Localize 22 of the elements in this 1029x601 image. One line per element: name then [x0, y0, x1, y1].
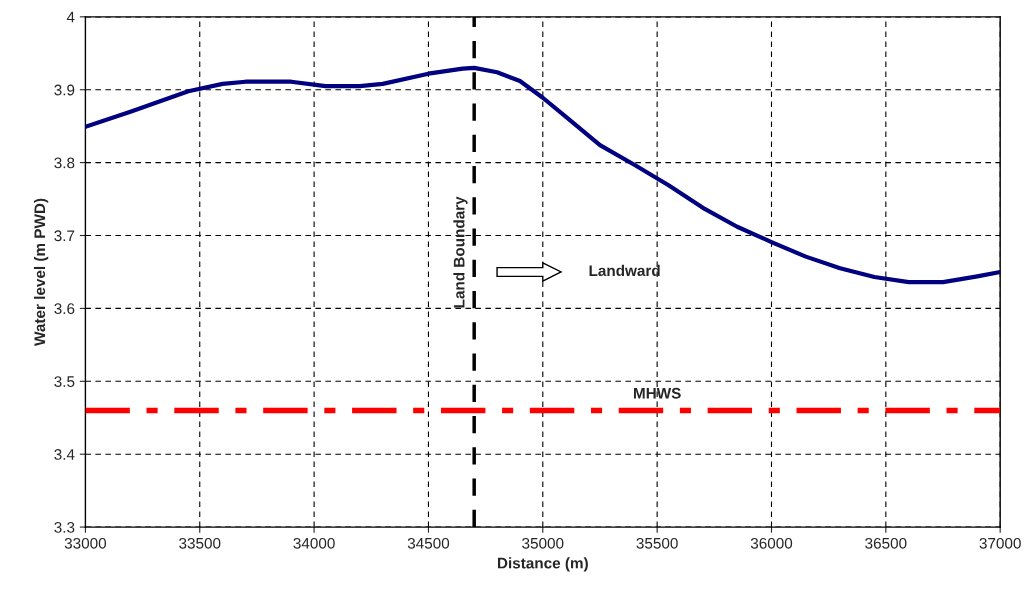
- y-tick-label: 3.9: [54, 84, 75, 96]
- x-axis-title: Distance (m): [497, 557, 588, 572]
- y-tick-label: 4: [66, 11, 75, 23]
- x-tick-label: 36500: [865, 537, 907, 549]
- x-tick-label: 37000: [979, 537, 1021, 549]
- y-tick-label: 3.5: [54, 376, 75, 387]
- x-tick-label: 35000: [522, 537, 564, 549]
- x-tick-label: 34000: [293, 537, 335, 549]
- y-tick-label: 3.7: [54, 230, 75, 242]
- x-tick-label: 34500: [407, 537, 450, 549]
- ref-line-label: Land Boundary: [453, 196, 468, 308]
- x-tick-label: 35500: [636, 537, 678, 549]
- y-tick-label: 3.4: [54, 449, 75, 460]
- y-tick-label: 3.3: [54, 521, 75, 533]
- y-axis-title: Water level (m PWD): [33, 198, 49, 346]
- x-tick-label: 33500: [179, 537, 221, 549]
- x-tick-label: 33000: [64, 537, 107, 549]
- x-tick-label: 36000: [750, 537, 793, 549]
- ref-line-label: MHWS: [633, 387, 681, 399]
- y-tick-label: 3.6: [54, 303, 75, 315]
- annotation: Landward: [589, 264, 660, 277]
- y-tick-label: 3.8: [54, 157, 75, 169]
